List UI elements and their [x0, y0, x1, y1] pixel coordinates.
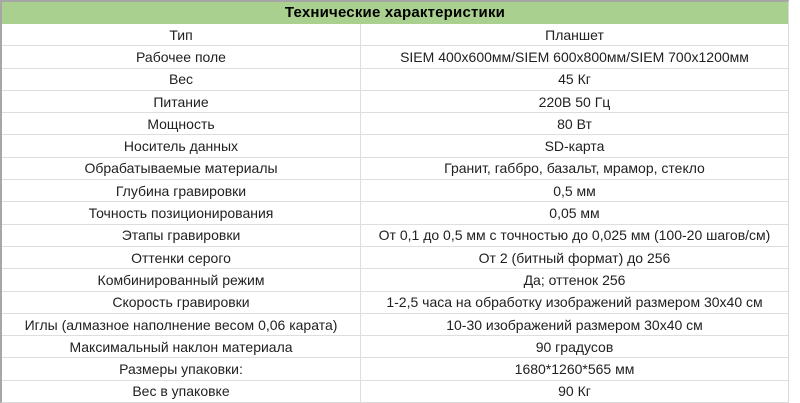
spec-name-cell: Глубина гравировки [2, 180, 361, 202]
spec-name-cell: Обрабатываемые материалы [2, 157, 361, 180]
spec-value-cell: SIEM 400х600мм/SIEM 600х800мм/SIEM 700х1… [400, 48, 749, 65]
spec-name-cell: Носитель данных [2, 135, 361, 157]
table-title: Технические характеристики [2, 2, 788, 24]
spec-value-cell: 90 градусов [535, 338, 614, 355]
spec-value-cell: SD-карта [544, 138, 605, 155]
table-row: Точность позиционирования 0,05 мм [2, 202, 788, 225]
spec-value-cell: От 0,1 до 0,5 мм с точностью до 0,025 мм… [378, 227, 771, 244]
spec-name-cell: Вес в упаковке [2, 380, 361, 403]
spec-name-cell: Рабочее поле [2, 46, 361, 68]
spec-value-cell: 45 Кг [558, 71, 591, 88]
spec-name-cell: Точность позиционирования [2, 202, 361, 224]
spec-value-cell: Гранит, габбро, базальт, мрамор, стекло [444, 160, 705, 177]
spec-value-cell: 90 Кг [558, 383, 591, 400]
spec-name-cell: Максимальный наклон материала [2, 336, 361, 358]
table-row: Вес в упаковке 90 Кг [2, 380, 788, 403]
table-row: Максимальный наклон материала 90 градусов [2, 336, 788, 359]
table-row: Иглы (алмазное наполнение весом 0,06 кар… [2, 313, 788, 337]
table-row: Размеры упаковки: 1680*1260*565 мм [2, 358, 788, 381]
table-body: Тип Планшет Рабочее поле SIEM 400х600мм/SIE… [2, 24, 788, 403]
spec-name-cell: Размеры упаковки: [2, 358, 361, 380]
spec-name-cell: Комбинированный режим [2, 269, 361, 291]
spec-value-cell: Да; оттенок 256 [523, 271, 626, 288]
spec-value-cell: 1-2,5 часа на обработку изображений разм… [386, 294, 763, 311]
table-row: Тип Планшет [2, 24, 788, 47]
table-row: Комбинированный режим Да; оттенок 256 [2, 269, 788, 292]
table-row: Рабочее поле SIEM 400х600мм/SIEM 600х800м… [2, 46, 788, 69]
table-row: Питание 220В 50 Гц [2, 90, 788, 114]
spec-value-cell: От 2 (битный формат) до 256 [478, 249, 671, 266]
spec-name-cell: Иглы (алмазное наполнение весом 0,06 кар… [2, 313, 361, 336]
spec-name-cell: Скорость гравировки [2, 291, 361, 313]
spec-name-cell: Этапы гравировки [2, 224, 361, 246]
table-row: Оттенки серого От 2 (битный формат) до 25… [2, 246, 788, 270]
table-row: Скорость гравировки 1-2,5 часа на обработ… [2, 291, 788, 314]
spec-value-cell: 10-30 изображений размером 30х40 см [446, 316, 703, 333]
table-row: Мощность 80 Вт [2, 113, 788, 136]
table-row: Этапы гравировки От 0,1 до 0,5 мм с точно… [2, 224, 788, 247]
table-row: Носитель данных SD-карта [2, 135, 788, 158]
spec-name-cell: Оттенки серого [2, 246, 361, 269]
spec-name-cell: Вес [2, 68, 361, 90]
spec-name-cell: Тип [2, 24, 361, 46]
spec-value-cell: 1680*1260*565 мм [514, 361, 635, 378]
spec-value-cell: 0,05 мм [549, 205, 600, 222]
spec-name-cell: Питание [2, 90, 361, 113]
spec-value-cell: 220В 50 Гц [538, 93, 611, 110]
table-row: Обрабатываемые материалы Гранит, габбро, … [2, 157, 788, 181]
spec-value-cell: Планшет [545, 26, 604, 43]
spec-name-cell: Мощность [2, 113, 361, 135]
spec-value-cell: 80 Вт [557, 115, 592, 132]
table-row: Глубина гравировки 0,5 мм [2, 180, 788, 203]
table-row: Вес 45 Кг [2, 68, 788, 91]
spec-value-cell: 0,5 мм [553, 182, 596, 199]
